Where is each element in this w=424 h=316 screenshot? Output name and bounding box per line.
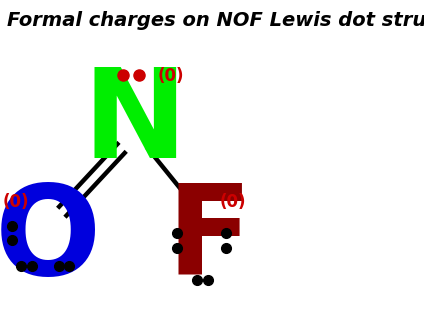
Text: (0): (0)	[3, 193, 29, 211]
Text: (0): (0)	[157, 67, 184, 85]
Text: O: O	[0, 180, 101, 301]
Text: N: N	[82, 64, 187, 185]
Text: (0): (0)	[220, 193, 246, 211]
Text: F: F	[167, 180, 252, 301]
Text: Formal charges on NOF Lewis dot structure: Formal charges on NOF Lewis dot structur…	[7, 10, 424, 30]
